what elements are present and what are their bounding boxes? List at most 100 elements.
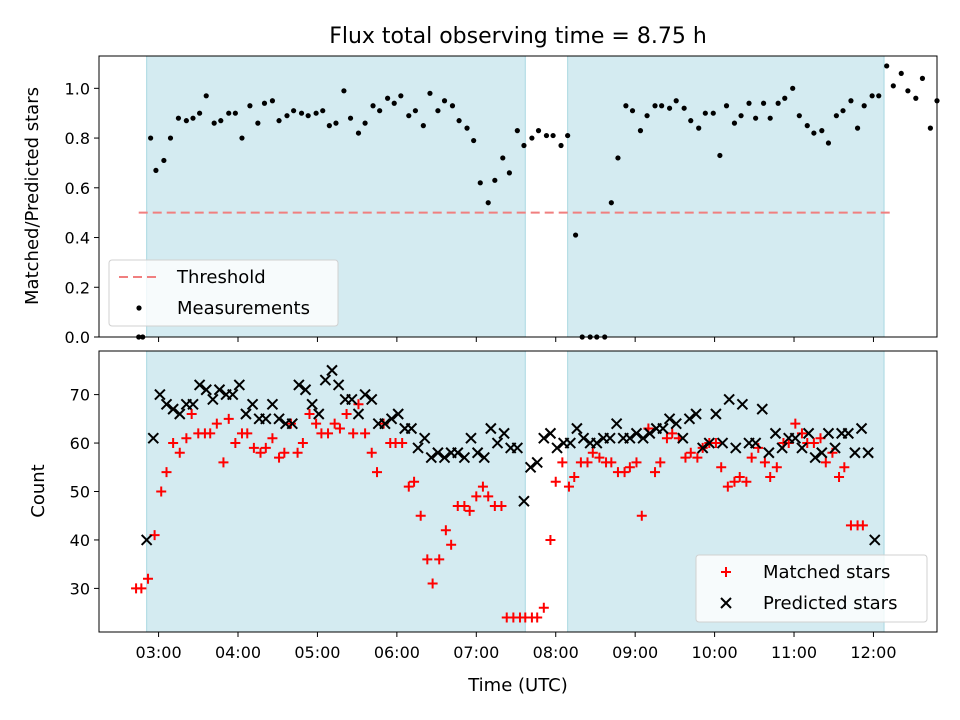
measurement-point [804,123,810,129]
predicted-star-point [524,461,537,473]
measurement-point [492,177,498,183]
measurement-point [673,98,679,104]
predicted-star-point [571,422,583,435]
measurement-point [464,125,470,131]
measurement-point [884,63,890,69]
matched-star-point [242,428,253,439]
predicted-star-point [140,534,153,546]
predicted-star-point [531,456,543,469]
matched-star-point [422,554,433,565]
predicted-star-point [438,451,451,464]
top-axes-frame [98,55,938,338]
predicted-star-point [471,447,484,459]
matched-star-point [161,467,172,478]
measurement-point [333,120,339,126]
measurement-point [255,120,261,126]
matched-star-point [496,501,507,512]
predicted-star-point [465,432,477,444]
x-tick-label: 08:00 [533,643,579,662]
predicted-star-point [154,388,166,401]
predicted-star-point [405,422,418,435]
measurement-point [449,103,456,109]
matched-star-point [483,491,494,502]
matched-star-point [174,447,185,458]
predicted-star-point [147,432,159,444]
matched-star-point [765,471,776,482]
measurement-point [377,108,383,114]
predicted-star-point [756,403,768,415]
matched-star-point [440,525,451,536]
predicted-star-point [816,447,828,459]
x-tick-label: 09:00 [612,643,658,662]
matched-star-point [857,520,868,531]
matched-star-point [783,438,794,449]
top-y-axis-label: Matched/Predicted stars [22,87,43,305]
predicted-star-point [538,432,550,444]
predicted-star-point [591,437,603,449]
predicted-star-point [710,408,722,420]
matched-star-point [434,554,445,565]
matched-star-point [624,462,635,473]
x-tick-label: 03:00 [136,643,182,662]
matched-star-point [304,408,315,419]
predicted-star-point [352,408,365,420]
predicted-star-point [273,413,285,425]
predicted-star-point [213,384,226,396]
measurement-point [197,110,203,116]
measurement-point [905,88,911,94]
predicted-star-point [862,447,874,459]
predicted-star-point [716,437,729,449]
predicted-star-point [293,379,305,391]
measurement-point [848,98,854,104]
measurement-point [702,110,708,116]
top-panel: 0.0 0.2 0.4 0.6 0.8 1.0 Matched/Predicted sta… [22,55,940,347]
measurement-point [435,108,441,114]
measurement-point [167,135,174,141]
matched-star-point [211,418,222,429]
matched-star-point [685,447,696,458]
measurement-point [298,110,305,116]
legend-box [695,554,928,623]
matched-star-point [334,423,345,434]
measurement-point [211,120,217,126]
top-y-tick-label: 1.0 [65,79,90,98]
predicted-star-point [167,403,179,415]
predicted-star-point [657,422,669,435]
predicted-star-point [564,437,576,449]
measurement-point [456,118,462,124]
legend-predicted-swatch [720,597,732,609]
measurement-point [485,200,491,206]
matched-star-point [267,433,278,444]
measurement-point [731,120,738,126]
predicted-star-point [776,442,788,454]
predicted-star-point [174,408,186,420]
measurement-point [572,232,579,238]
measurement-point [717,152,723,159]
matched-star-point [839,462,850,473]
measurement-point [615,155,621,161]
matched-star-point [446,539,457,550]
measurement-point [565,132,571,139]
predicted-star-point [286,417,298,430]
predicted-star-point [299,384,312,396]
predicted-star-point [306,398,318,411]
matched-star-point [734,471,745,482]
matched-star-point [403,481,414,492]
measurement-point [232,110,238,116]
top-y-tick-label: 0.6 [65,179,90,198]
predicted-star-point [644,427,656,440]
measurement-point [385,95,391,101]
bottom-panel: 30 40 50 60 70 03:00 04:00 05:00 06:00 07:00 08:0… [28,350,938,696]
x-axis-label: Time (UTC) [467,675,568,696]
matched-star-point [415,510,426,521]
bottom-y-tick-label: 40 [70,531,90,550]
matched-star-point [274,452,285,463]
measurement-point [760,100,767,106]
predicted-star-point [723,393,735,406]
x-tick-label: 06:00 [374,643,420,662]
measurements-series [136,63,940,340]
measurement-point [659,103,665,109]
legend-threshold-label: Threshold [176,267,266,288]
matched-star-point [692,452,703,463]
measurement-point [550,132,556,139]
